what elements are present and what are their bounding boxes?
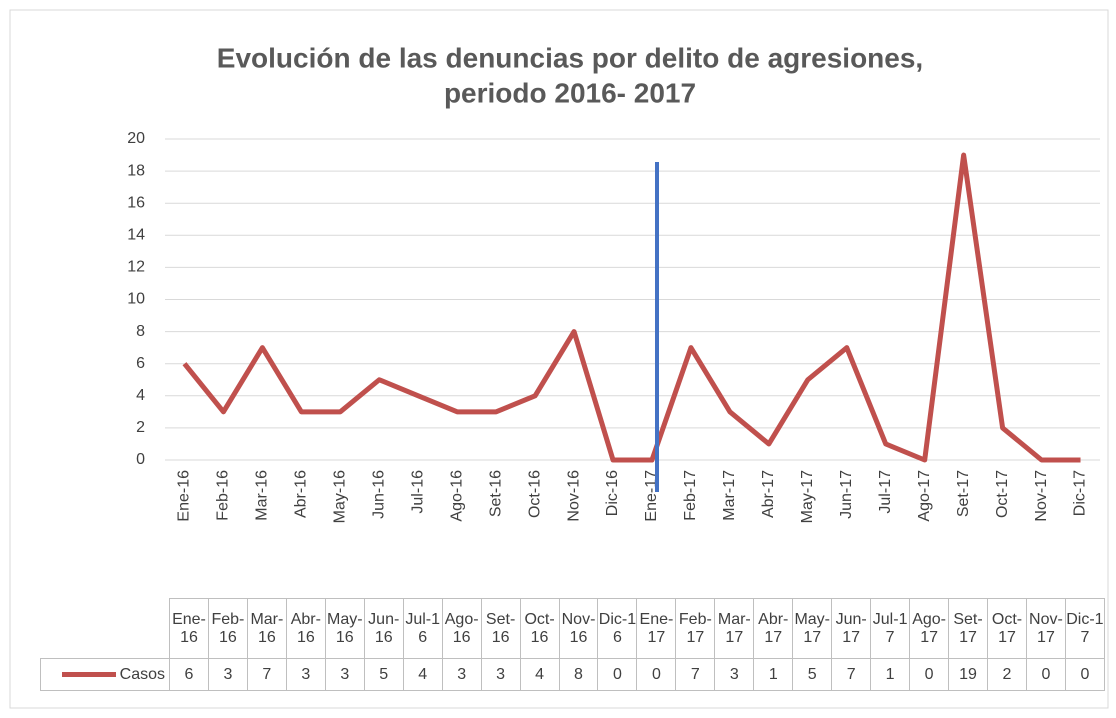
table-category: Mar-17 [714,598,755,659]
table-category: Jul-17 [870,598,911,659]
x-tick-label: Jun-16 [370,470,387,519]
table-category: Ago-17 [909,598,950,659]
table-category: May-16 [324,598,365,659]
table-category: Nov-16 [558,598,599,659]
data-table: Ene-16 Feb-16 Mar-16 Abr-16 May-16 Jun-16 Jul-… [40,598,1105,691]
table-value: 7 [675,658,716,691]
y-tick-label: 12 [127,259,145,276]
table-value: 3 [324,658,365,691]
table-value: 4 [519,658,560,691]
table-value: 7 [246,658,287,691]
x-tick-label: Ago-17 [916,470,933,522]
x-tick-label: Mar-17 [721,470,738,521]
table-category: Mar-16 [246,598,287,659]
table-category: Abr-16 [285,598,326,659]
table-category: Oct-16 [519,598,560,659]
table-category: Jul-16 [402,598,443,659]
table-category: Dic-17 [1064,598,1105,659]
table-category: Set-17 [948,598,989,659]
table-value: 7 [831,658,872,691]
y-tick-label: 4 [136,387,145,404]
table-category: Ene-17 [636,598,677,659]
table-category: Jun-17 [831,598,872,659]
x-tick-label: Oct-17 [994,470,1011,518]
table-value: 5 [792,658,833,691]
table-value: 8 [558,658,599,691]
table-category: Nov-17 [1025,598,1066,659]
table-value: 0 [636,658,677,691]
table-value: 1 [753,658,794,691]
table-header: Ene-16 Feb-16 Mar-16 Abr-16 May-16 Jun-16 Jul-… [41,598,1105,659]
x-tick-label: Oct-16 [526,470,543,518]
table-value: 3 [441,658,482,691]
table-value: 0 [1064,658,1105,691]
x-tick-label: May-16 [332,470,349,523]
table-value: 1 [870,658,911,691]
table-value: 4 [402,658,443,691]
x-tick-label: May-17 [799,470,816,523]
table-value: 2 [987,658,1027,691]
table-value: 0 [909,658,950,691]
table-value: 0 [1025,658,1066,691]
x-tick-label: Mar-16 [254,470,271,521]
table-category: Ago-16 [441,598,482,659]
y-tick-label: 16 [127,194,145,211]
x-tick-label: Abr-16 [293,470,310,518]
x-tick-label: Nov-16 [565,470,582,522]
table-value: 0 [597,658,638,691]
x-tick-label: Ene-16 [176,470,193,522]
y-tick-label: 18 [127,162,145,179]
x-tick-label: Ago-16 [448,470,465,522]
table-value: 3 [207,658,248,691]
y-tick-label: 8 [136,323,145,340]
x-tick-label: Set-17 [955,470,972,517]
chart-title: Evolución de las denuncias por delito de… [217,42,923,73]
y-tick-label: 14 [127,227,145,244]
table-category: Oct-17 [987,598,1027,659]
x-tick-label: Feb-17 [682,470,699,521]
table-category: Set-16 [480,598,521,659]
table-category: Jun-16 [363,598,404,659]
y-tick-label: 10 [127,291,145,308]
table-value: 5 [363,658,404,691]
chart-subtitle: periodo 2016- 2017 [444,77,696,108]
legend-label: Casos [119,665,165,683]
x-tick-label: Feb-16 [215,470,232,521]
y-tick-label: 20 [127,130,145,147]
x-tick-label: Jul-16 [409,470,426,514]
legend-key [61,671,116,677]
table-value: 3 [714,658,755,691]
table-value: 6 [169,658,209,691]
table-category: Feb-16 [207,598,248,659]
table-category: Feb-17 [675,598,716,659]
table-row: Casos 6 3 7 3 3 5 4 3 3 4 8 0 0 7 3 1 5 7 1 0 19 2 0 0 [40,658,1105,691]
x-tick-label: Jul-17 [877,470,894,514]
x-tick-label: Dic-16 [604,470,621,516]
table-category: May-17 [792,598,833,659]
table-category: Abr-17 [753,598,794,659]
table-category: Ene-16 [169,598,209,659]
x-tick-label: Set-16 [487,470,504,517]
x-tick-label: Nov-17 [1033,470,1050,522]
table-value: 3 [285,658,326,691]
x-tick-label: Abr-17 [760,470,777,518]
data-line [182,152,1081,463]
y-tick-label: 0 [136,451,145,468]
y-tick-label: 6 [136,355,145,372]
table-category: Dic-16 [597,598,638,659]
legend-cell: Casos [40,658,170,691]
table-value: 3 [480,658,521,691]
y-tick-label: 2 [136,419,145,436]
x-tick-label: Jun-17 [838,470,855,519]
table-corner [41,599,170,659]
table-value: 19 [948,658,989,691]
x-tick-label: Dic-17 [1072,470,1089,516]
